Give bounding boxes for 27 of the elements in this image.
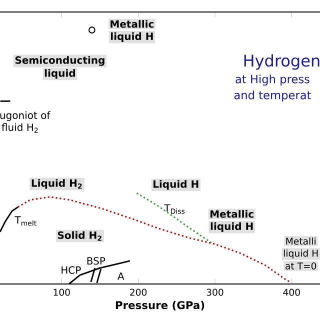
annotation: Metallic: [210, 210, 254, 218]
x-tick-label: 100: [54, 288, 70, 296]
annotation: at T=0: [286, 262, 316, 270]
annotation: Metalli: [286, 237, 316, 245]
annotation: fluid H$_{2}$: [2, 123, 38, 133]
annotation: and temperat: [234, 90, 312, 102]
annotation: A: [118, 272, 124, 280]
annotation: Liquid H$_{2}$: [32, 179, 82, 189]
annotation: Liquid H: [154, 180, 198, 190]
x-tick-label: 300: [206, 288, 224, 296]
annotation: T$_{melt}$: [14, 216, 36, 226]
annotation: liquid H: [210, 222, 253, 232]
annotation: Semiconducting: [15, 56, 104, 66]
annotation: liquid H: [284, 250, 318, 259]
annotation: Hydrogen: [244, 54, 320, 70]
annotation: HCP: [62, 266, 81, 274]
x-axis-title: Pressure (GPa): [116, 300, 204, 310]
annotation: liquid H: [111, 32, 153, 42]
text: Metallic: [110, 20, 154, 28]
annotation: at High press: [236, 74, 310, 86]
annotation: Solid H$_{2}$: [58, 231, 102, 241]
annotation: T$_{Diss}$: [164, 204, 185, 214]
annotation: liquid: [44, 69, 75, 79]
annotation: ugoniot of: [0, 111, 50, 121]
annotation: BSP: [87, 257, 106, 265]
x-tick-label: 400: [283, 288, 300, 296]
x-tick-label: 200: [130, 288, 147, 296]
